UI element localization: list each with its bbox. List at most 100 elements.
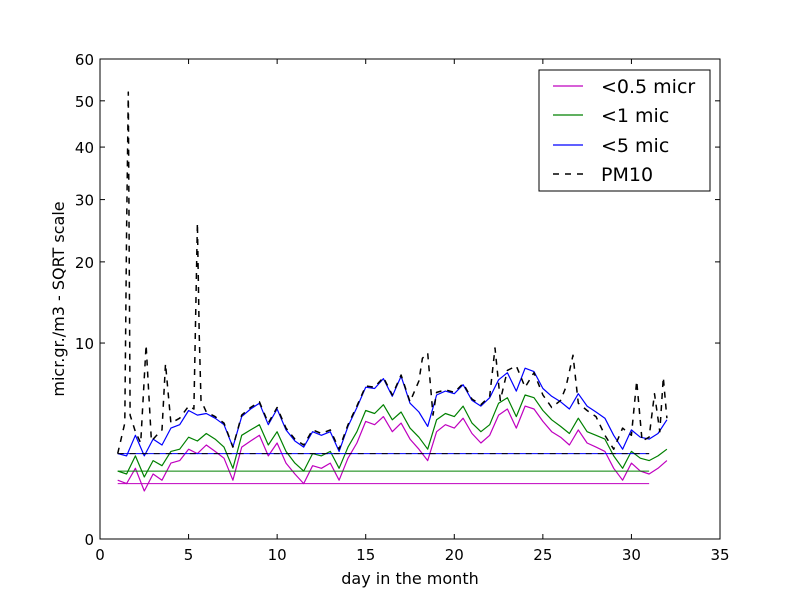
series-0-point-25	[339, 480, 340, 481]
series-1-point-26	[347, 447, 348, 448]
series-1-point-44	[507, 397, 508, 398]
series-2-point-6	[170, 428, 171, 429]
series-0-point-38	[454, 428, 455, 429]
series-2-point-54	[595, 411, 596, 412]
series-0-point-21	[303, 483, 304, 484]
series-2-point-42	[489, 397, 490, 398]
series-2-point-8	[188, 410, 189, 411]
series-1-point-3	[144, 476, 145, 477]
series-1-point-33	[409, 428, 410, 429]
series-3-point-77	[663, 377, 664, 378]
series-2-point-22	[312, 431, 313, 432]
series-1-point-62	[666, 449, 667, 450]
series-0-point-35	[427, 460, 428, 461]
series-0-point-24	[330, 463, 331, 464]
series-1-point-0	[117, 471, 118, 472]
series-1-point-8	[188, 437, 189, 438]
y-tick-label-3: 30	[75, 192, 94, 210]
series-1-point-28	[365, 410, 366, 411]
series-0-point-34	[418, 449, 419, 450]
series-0-point-43	[498, 415, 499, 416]
series-1-point-14	[241, 435, 242, 436]
series-1-point-7	[179, 449, 180, 450]
series-0-point-17	[268, 455, 269, 456]
series-3-line	[116, 91, 668, 454]
series-2-point-39	[463, 384, 464, 385]
series-2-line	[117, 367, 668, 457]
series-1	[117, 394, 668, 478]
series-3-point-1	[124, 423, 125, 424]
legend-label-3: PM10	[601, 164, 653, 186]
series-3-point-71	[631, 435, 632, 436]
series-3-point-26	[268, 423, 269, 424]
series-0-point-19	[285, 463, 286, 464]
series-2-point-49	[551, 396, 552, 397]
series-0-point-48	[542, 421, 543, 422]
series-1-point-57	[622, 468, 623, 469]
series-3-point-78	[666, 418, 667, 419]
series-1-point-58	[631, 451, 632, 452]
series-2-point-56	[613, 435, 614, 436]
series-3-point-50	[463, 383, 464, 384]
series-1-point-12	[223, 447, 224, 448]
series-0-point-12	[223, 458, 224, 459]
series-1-point-43	[498, 403, 499, 404]
series-2-point-24	[330, 431, 331, 432]
series-1-point-27	[356, 431, 357, 432]
series-2-point-30	[383, 378, 384, 379]
series-0-point-6	[170, 463, 171, 464]
legend-label-1: <1 mic	[601, 105, 669, 127]
series-1-point-16	[259, 424, 260, 425]
legend-label-0: <0.5 micr	[601, 76, 695, 98]
x-tick-label-7: 35	[710, 546, 729, 564]
x-tick-label-4: 20	[445, 546, 464, 564]
series-3-point-13	[179, 418, 180, 419]
series-1-point-1	[126, 473, 127, 474]
series-0-point-31	[392, 431, 393, 432]
series-1-point-30	[383, 404, 384, 405]
series-1-point-10	[206, 433, 207, 434]
series-3-point-68	[604, 435, 605, 436]
series-2-point-27	[356, 407, 357, 408]
series-2-point-62	[666, 419, 667, 420]
series-3-point-10	[161, 429, 162, 430]
series-0	[117, 405, 668, 492]
series-3-point-39	[383, 377, 384, 378]
series-0-point-47	[533, 408, 534, 409]
series-3-point-63	[565, 387, 566, 388]
series-2-point-52	[578, 393, 579, 394]
series-3-point-16	[197, 222, 198, 223]
series-0-point-15	[250, 440, 251, 441]
series-1-point-23	[321, 455, 322, 456]
series-3-point-66	[587, 410, 588, 411]
series-1-point-53	[587, 431, 588, 432]
legend: <0.5 micr <1 mic <5 mic PM10	[538, 69, 711, 192]
series-3-point-54	[494, 347, 495, 348]
series-0-point-3	[144, 490, 145, 491]
series-1-point-38	[454, 416, 455, 417]
series-0-point-45	[516, 428, 517, 429]
series-3-point-60	[542, 394, 543, 395]
series-3-point-17	[199, 333, 200, 334]
series-3-point-31	[312, 429, 313, 430]
series-2-point-38	[454, 393, 455, 394]
series-1-point-29	[374, 413, 375, 414]
series-3-point-35	[347, 424, 348, 425]
series-0-point-52	[578, 429, 579, 430]
y-tick-label-1: 10	[75, 335, 94, 353]
y-tick-label-4: 40	[75, 139, 94, 157]
series-3	[116, 91, 668, 455]
series-2-point-17	[268, 424, 269, 425]
series-3-point-21	[223, 423, 224, 424]
series-2-point-20	[294, 440, 295, 441]
series-1-point-34	[418, 437, 419, 438]
series-2-point-2	[135, 435, 136, 436]
x-axis-title: day in the month	[341, 569, 478, 588]
series-3-point-40	[392, 394, 393, 395]
series-0-point-4	[153, 473, 154, 474]
series-0-point-13	[232, 480, 233, 481]
series-1-point-55	[604, 439, 605, 440]
x-tick-label-6: 30	[622, 546, 641, 564]
y-tick-label-5: 50	[75, 93, 94, 111]
series-0-point-60	[649, 473, 650, 474]
